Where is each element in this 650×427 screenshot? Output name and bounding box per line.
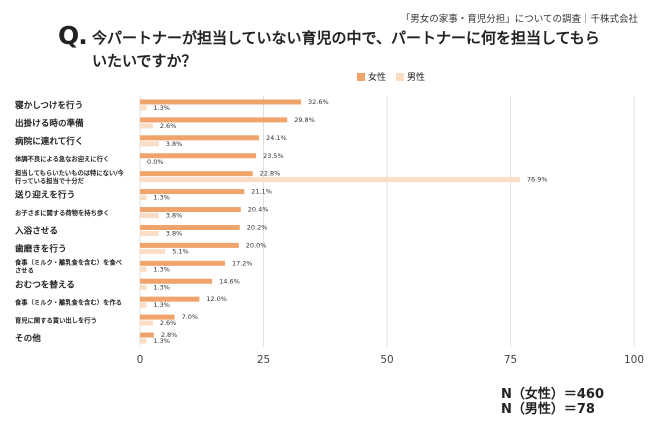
value-label-female-3: 23.5% — [263, 152, 284, 160]
bar-male-2 — [140, 141, 159, 147]
category-label: お子さまに関する荷物を持ち歩く — [15, 208, 109, 217]
bar-male-1 — [140, 123, 153, 129]
bar-female-9 — [140, 260, 225, 266]
bar-female-5 — [140, 189, 245, 195]
category-label: 育児に関する買い出しを行う — [15, 315, 97, 324]
category-label: 体調不良による急なお迎えに行く — [15, 154, 109, 163]
category-label: 送り迎えを行う — [14, 189, 75, 201]
category-label: 入浴させる — [15, 225, 58, 237]
value-label-male-11: 1.3% — [153, 301, 170, 309]
value-label-female-4: 22.8% — [260, 170, 281, 178]
bar-female-8 — [140, 242, 239, 248]
bar-male-7 — [140, 230, 159, 236]
value-label-female-9: 17.2% — [232, 259, 253, 267]
category-label: 病院に連れて行く — [15, 135, 84, 147]
category-label: 担当してもらいたいものは特にない/今 — [15, 168, 125, 177]
bar-female-4 — [140, 171, 253, 177]
x-tick-label-75: 75 — [504, 354, 517, 366]
category-label: 寝かしつけを行う — [15, 99, 83, 111]
value-label-male-1: 2.6% — [160, 122, 177, 130]
value-label-male-5: 1.3% — [153, 194, 170, 202]
sample-size: N（女性）＝460 N（男性）＝78 — [501, 387, 604, 417]
source-credit: 「男女の家事・育児分担」についての調査｜千株式会社 — [400, 14, 638, 25]
value-label-male-3: 0.0% — [147, 158, 164, 166]
legend-swatch-female — [357, 72, 365, 81]
value-label-male-7: 3.8% — [166, 229, 183, 237]
bar-male-5 — [140, 195, 147, 201]
value-label-male-12: 2.6% — [160, 319, 177, 327]
bar-male-10 — [140, 284, 147, 290]
value-label-female-12: 7.0% — [182, 313, 199, 321]
category-label: 行っている担当で十分だ — [14, 176, 85, 185]
bar-male-4 — [140, 177, 520, 183]
bar-male-11 — [140, 302, 147, 308]
bar-female-2 — [140, 135, 260, 141]
value-label-female-11: 12.0% — [206, 295, 227, 303]
bar-female-10 — [140, 278, 213, 284]
value-label-female-2: 24.1% — [266, 134, 287, 142]
bar-male-9 — [140, 266, 147, 272]
sample-size-female: N（女性）＝460 — [501, 387, 605, 402]
bar-female-13 — [140, 332, 154, 338]
value-label-female-10: 14.6% — [219, 277, 240, 285]
bar-female-1 — [140, 117, 288, 123]
category-label: 歯磨きを行う — [15, 242, 67, 254]
category-label: 食事（ミルク・離乳食を含む）を作る — [14, 297, 122, 306]
value-label-female-6: 20.4% — [248, 206, 269, 214]
value-label-male-2: 3.8% — [166, 140, 183, 148]
bar-female-6 — [140, 207, 241, 213]
bar-male-13 — [140, 338, 147, 344]
value-label-male-9: 1.3% — [153, 265, 170, 273]
value-label-male-8: 5.1% — [172, 247, 189, 255]
bar-female-0 — [140, 99, 302, 105]
value-label-male-0: 1.3% — [153, 104, 170, 112]
category-label: 食事（ミルク・離乳食を含む）を食べ — [14, 258, 123, 267]
bar-male-8 — [140, 248, 166, 254]
category-label: その他 — [15, 332, 41, 344]
category-label: 出掛ける時の準備 — [15, 117, 84, 129]
legend-item-male: 男性 — [396, 70, 425, 83]
value-label-female-5: 21.1% — [251, 188, 272, 196]
bar-female-7 — [140, 224, 240, 230]
category-label: させる — [15, 267, 34, 275]
legend-item-female: 女性 — [357, 70, 386, 83]
value-label-female-13: 2.8% — [161, 331, 178, 339]
bar-female-11 — [140, 296, 200, 302]
bar-male-6 — [140, 213, 159, 219]
value-label-female-8: 20.0% — [246, 241, 267, 249]
value-label-male-13: 1.3% — [153, 337, 170, 345]
x-tick-label-0: 0 — [137, 354, 144, 366]
category-label: おむつを替える — [15, 278, 75, 290]
bar-male-12 — [140, 320, 153, 326]
bar-female-12 — [140, 314, 175, 320]
legend-label-male: 男性 — [407, 73, 426, 83]
value-label-female-7: 20.2% — [247, 223, 268, 231]
value-label-male-10: 1.3% — [153, 283, 170, 291]
x-tick-label-100: 100 — [624, 354, 644, 366]
chart-legend: 女性 男性 — [357, 70, 425, 83]
legend-label-female: 女性 — [368, 73, 387, 83]
legend-swatch-male — [396, 72, 405, 81]
question-title: 今パートナーが担当していない育児の中で、パートナーに何を担当してもらいたいですか… — [92, 29, 600, 70]
value-label-male-6: 3.8% — [166, 212, 183, 220]
bar-male-0 — [140, 105, 147, 111]
x-tick-label-50: 50 — [380, 354, 393, 366]
x-tick-label-25: 25 — [257, 354, 270, 366]
value-label-male-4: 76.9% — [527, 176, 548, 184]
sample-size-male: N（男性）＝78 — [501, 402, 595, 417]
value-label-female-0: 32.6% — [308, 98, 329, 106]
bar-female-3 — [140, 153, 257, 159]
value-label-female-1: 29.8% — [294, 116, 315, 124]
question-mark-label: Q. — [58, 21, 88, 50]
